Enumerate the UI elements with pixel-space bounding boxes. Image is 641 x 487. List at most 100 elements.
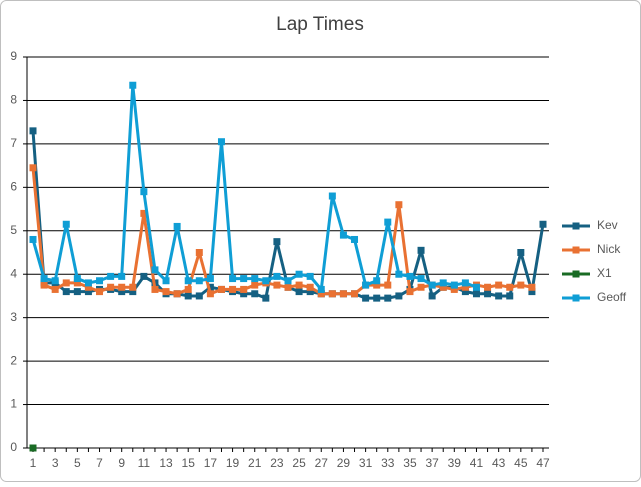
marker bbox=[151, 285, 159, 293]
marker bbox=[129, 288, 137, 296]
marker bbox=[295, 270, 303, 278]
marker bbox=[362, 281, 370, 289]
marker bbox=[384, 294, 392, 302]
legend-marker bbox=[572, 270, 580, 278]
marker bbox=[251, 275, 259, 283]
marker bbox=[62, 220, 70, 228]
marker bbox=[184, 292, 192, 300]
marker bbox=[362, 294, 370, 302]
marker bbox=[184, 285, 192, 293]
marker bbox=[51, 285, 59, 293]
marker bbox=[217, 138, 225, 146]
marker bbox=[295, 281, 303, 289]
marker bbox=[84, 283, 92, 291]
marker bbox=[262, 277, 270, 285]
marker bbox=[306, 272, 314, 280]
marker bbox=[439, 279, 447, 287]
x-tick-label: 29 bbox=[337, 456, 351, 470]
marker bbox=[417, 246, 425, 254]
x-tick-label: 17 bbox=[204, 456, 218, 470]
marker bbox=[62, 279, 70, 287]
x-tick-label: 35 bbox=[403, 456, 417, 470]
x-tick-label: 31 bbox=[359, 456, 373, 470]
marker bbox=[229, 275, 237, 283]
marker bbox=[96, 288, 104, 296]
marker bbox=[373, 277, 381, 285]
x-tick-label: 11 bbox=[138, 456, 151, 470]
marker bbox=[107, 272, 115, 280]
marker bbox=[484, 290, 492, 298]
marker bbox=[240, 275, 248, 283]
marker bbox=[317, 290, 325, 298]
marker bbox=[284, 283, 292, 291]
x-tick-label: 39 bbox=[448, 456, 462, 470]
marker bbox=[406, 288, 414, 296]
marker bbox=[251, 281, 259, 289]
marker bbox=[461, 279, 469, 287]
marker bbox=[273, 272, 281, 280]
series-line bbox=[31, 167, 533, 296]
marker bbox=[450, 281, 458, 289]
x-tick-label: 45 bbox=[514, 456, 528, 470]
legend-marker bbox=[572, 222, 580, 230]
y-tick-label: 7 bbox=[10, 136, 17, 150]
legend-label: X1 bbox=[597, 266, 612, 280]
marker bbox=[73, 275, 81, 283]
marker bbox=[472, 290, 480, 298]
marker bbox=[118, 283, 126, 291]
marker bbox=[517, 281, 525, 289]
x-tick-label: 33 bbox=[381, 456, 395, 470]
marker bbox=[417, 283, 425, 291]
marker bbox=[506, 292, 514, 300]
marker bbox=[251, 290, 259, 298]
marker bbox=[206, 275, 214, 283]
x-tick-label: 7 bbox=[96, 456, 103, 470]
marker bbox=[306, 283, 314, 291]
marker bbox=[96, 277, 104, 285]
marker bbox=[84, 279, 92, 287]
marker bbox=[339, 290, 347, 298]
marker bbox=[439, 283, 447, 291]
x-tick-label: 47 bbox=[536, 456, 550, 470]
marker bbox=[384, 218, 392, 226]
marker bbox=[173, 290, 181, 298]
legend-label: Nick bbox=[597, 242, 621, 256]
marker bbox=[195, 292, 203, 300]
marker bbox=[528, 288, 536, 296]
x-tick-label: 5 bbox=[74, 456, 81, 470]
marker bbox=[29, 127, 37, 135]
marker bbox=[484, 283, 492, 291]
marker bbox=[240, 285, 248, 293]
y-tick-label: 1 bbox=[10, 397, 17, 411]
marker bbox=[40, 281, 48, 289]
legend-label: Geoff bbox=[597, 290, 627, 304]
x-tick-label: 1 bbox=[30, 456, 37, 470]
marker bbox=[428, 292, 436, 300]
marker bbox=[417, 275, 425, 283]
marker bbox=[51, 277, 59, 285]
x-tick-label: 13 bbox=[159, 456, 173, 470]
marker bbox=[206, 290, 214, 298]
marker bbox=[384, 281, 392, 289]
x-tick-label: 19 bbox=[226, 456, 240, 470]
marker bbox=[195, 277, 203, 285]
marker bbox=[262, 294, 270, 302]
x-tick-label: 21 bbox=[248, 456, 262, 470]
y-tick-label: 5 bbox=[10, 223, 17, 237]
marker bbox=[461, 288, 469, 296]
legend-label: Kev bbox=[597, 218, 618, 232]
marker bbox=[40, 275, 48, 283]
y-tick-label: 8 bbox=[10, 93, 17, 107]
y-tick-label: 3 bbox=[10, 310, 17, 324]
x-tick-label: 37 bbox=[425, 456, 439, 470]
y-tick-label: 9 bbox=[10, 49, 17, 63]
x-tick-label: 27 bbox=[315, 456, 329, 470]
marker bbox=[317, 285, 325, 293]
marker bbox=[406, 272, 414, 280]
marker bbox=[395, 292, 403, 300]
x-tick-label: 23 bbox=[270, 456, 284, 470]
marker bbox=[140, 209, 148, 217]
marker bbox=[373, 294, 381, 302]
